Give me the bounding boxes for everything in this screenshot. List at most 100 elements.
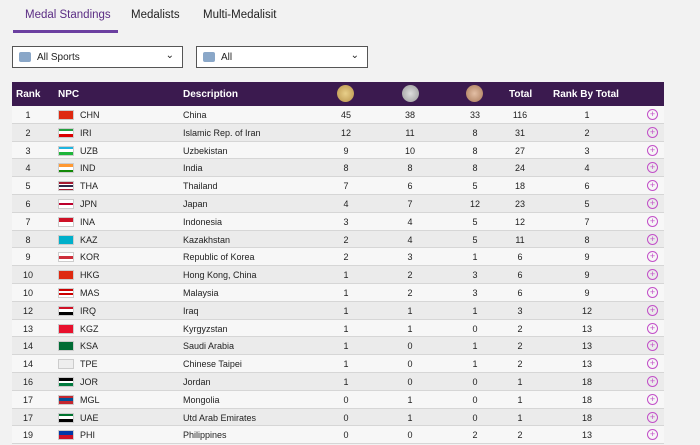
total-count: 2 (517, 359, 523, 370)
expand-button[interactable]: + (647, 393, 658, 405)
expand-button[interactable]: + (647, 180, 658, 192)
expand-button[interactable]: + (647, 251, 658, 263)
silver-count: 3 (407, 252, 413, 263)
bronze-count: 0 (472, 377, 478, 387)
expand-button[interactable]: + (647, 358, 658, 370)
bronze-count: 1 (472, 305, 478, 316)
gold-count: 0 (343, 394, 349, 405)
expand-button[interactable]: + (647, 340, 658, 352)
total-count: 11 (515, 234, 525, 245)
gold-count: 1 (343, 305, 349, 316)
expand-button[interactable]: + (647, 269, 658, 281)
expand-button[interactable]: + (647, 109, 658, 120)
caret: ⌄ (165, 50, 174, 61)
rank-by-total: 13 (581, 359, 593, 370)
expand-button[interactable]: + (647, 233, 658, 245)
flag-stripe (59, 200, 73, 203)
total-count: 6 (517, 288, 523, 298)
country-name: Saudi Arabia (183, 341, 235, 352)
table-row: 1 CHN China 45 38 33 116 1 + (12, 106, 664, 124)
npc-code: IRQ (80, 305, 97, 316)
silver-count: 11 (405, 127, 415, 138)
silver-count: 0 (407, 430, 413, 441)
flag-stripe (59, 398, 73, 402)
tab[interactable]: Medalists (131, 9, 180, 21)
flag-stripe (59, 182, 73, 184)
rank-by-total: 6 (584, 181, 590, 192)
table-row: 5 THA Thailand 7 6 5 18 6 + (12, 177, 664, 195)
rank-by-total: 7 (584, 216, 590, 227)
npc-code: IND (80, 163, 96, 174)
filter-dropdown[interactable]: All ⌄ (196, 46, 368, 68)
rank-by-total: 5 (584, 199, 590, 209)
expand-button[interactable]: + (647, 411, 658, 423)
gold-count: 45 (340, 110, 352, 120)
expand-button[interactable]: + (647, 198, 658, 209)
expand-button[interactable]: + (647, 287, 658, 298)
rank-by-total: 2 (584, 127, 590, 138)
npc-code: INA (80, 216, 96, 227)
dropdown-label: All Sports (37, 52, 80, 63)
rank: 17 (22, 394, 34, 405)
expand-button[interactable]: + (647, 429, 658, 441)
bronze-count: 8 (472, 163, 478, 174)
rank-by-total: 4 (584, 163, 590, 174)
expand-button[interactable]: + (647, 322, 658, 334)
total-count: 18 (514, 181, 526, 192)
flag-stripe (59, 418, 73, 422)
flag-stripe (59, 186, 73, 189)
table-row: 9 KOR Republic of Korea 2 3 1 6 9 + (12, 248, 664, 267)
expand-button[interactable]: + (647, 162, 658, 174)
gold-count: 1 (343, 288, 349, 298)
rank-by-total: 9 (584, 288, 590, 298)
tab[interactable]: Medal Standings (25, 9, 111, 21)
expand-button[interactable]: + (647, 144, 658, 156)
expand-button[interactable]: + (647, 376, 658, 387)
flag-stripe (59, 378, 73, 381)
flag-stripe (59, 183, 73, 186)
silver-count: 2 (407, 288, 413, 298)
flag-stripe (59, 235, 73, 244)
gold-count: 0 (343, 412, 349, 423)
total-count: 23 (514, 199, 526, 209)
caret: ⌄ (350, 50, 359, 61)
npc-code: THA (80, 181, 98, 192)
icon (203, 52, 215, 62)
flag-icon (58, 216, 74, 227)
country-name: India (183, 163, 203, 174)
expand-button[interactable]: + (647, 304, 658, 316)
sport-dropdown[interactable]: All Sports ⌄ (12, 46, 183, 68)
flag-icon (58, 145, 74, 156)
table-row: 16 JOR Jordan 1 0 0 1 18 + (12, 373, 664, 391)
total-count: 6 (517, 270, 523, 281)
tab[interactable]: Multi-Medalisit (203, 9, 277, 21)
rank-by-total: 18 (581, 412, 593, 423)
flag-icon (58, 323, 74, 334)
silver-count: 4 (407, 234, 413, 245)
npc-code: PHI (80, 430, 96, 441)
total-count: 3 (517, 305, 523, 316)
table-row: 17 UAE Utd Arab Emirates 0 1 0 1 18 + (12, 408, 664, 427)
flag-stripe (59, 324, 73, 333)
country-name: China (183, 110, 207, 120)
silver-count: 38 (404, 110, 416, 120)
flag-icon (58, 288, 74, 298)
table-row: 13 KGZ Kyrgyzstan 1 1 0 2 13 + (12, 319, 664, 338)
expand-button[interactable]: + (647, 215, 658, 227)
flag-icon (58, 252, 74, 263)
npc-code: TPE (80, 359, 98, 370)
expand-button[interactable]: + (647, 126, 658, 138)
total-count: 1 (517, 377, 523, 387)
country-name: Republic of Korea (183, 252, 255, 263)
country-name: Philippines (183, 430, 227, 441)
silver-count: 0 (407, 359, 413, 370)
rank-by-total: 18 (581, 377, 593, 387)
silver-count: 1 (407, 305, 413, 316)
flag-stripe (59, 431, 73, 436)
rank-by-total: 9 (584, 252, 590, 263)
flag-stripe (59, 293, 73, 295)
flag-stripe (59, 309, 73, 313)
total-count: 12 (514, 216, 526, 227)
total-count: 2 (517, 323, 523, 334)
table-row: 4 IND India 8 8 8 24 4 + (12, 159, 664, 178)
